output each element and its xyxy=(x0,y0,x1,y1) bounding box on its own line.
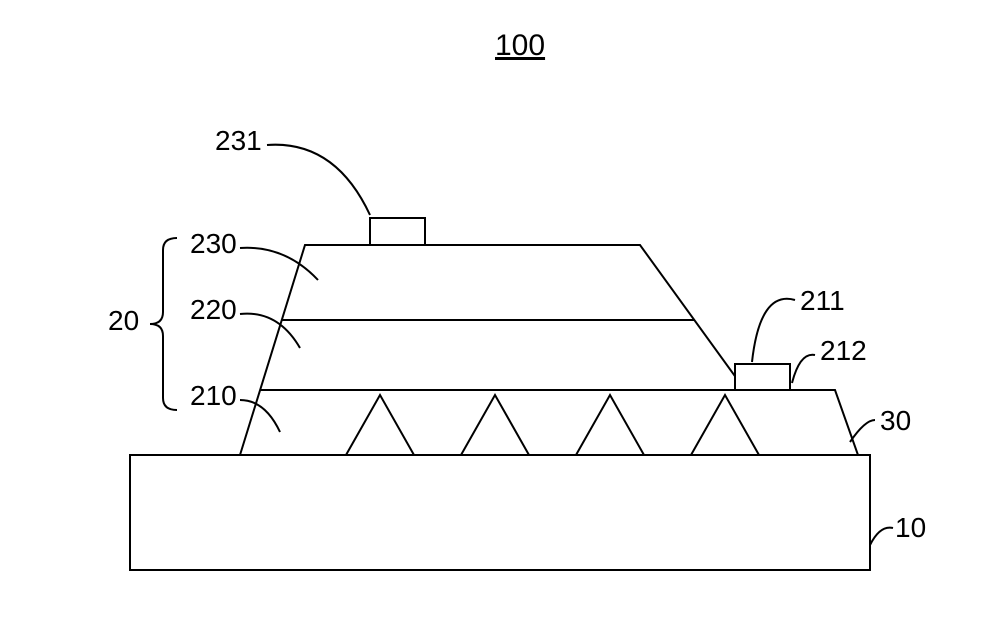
label-100: 100 xyxy=(495,29,545,62)
label-231: 231 xyxy=(215,125,262,156)
leader-c30 xyxy=(850,420,875,442)
label-211: 211 xyxy=(800,285,845,316)
label-230: 230 xyxy=(190,228,237,259)
electrode-231 xyxy=(370,218,425,245)
brace-20 xyxy=(150,238,177,410)
leader-c212 xyxy=(792,355,815,383)
electrode-211 xyxy=(735,364,790,390)
leader-c211 xyxy=(752,299,795,362)
label-210: 210 xyxy=(190,380,237,411)
leader-c10 xyxy=(870,528,893,545)
substrate-10 xyxy=(130,455,870,570)
label-10: 10 xyxy=(895,512,926,543)
leader-c231 xyxy=(267,145,370,215)
label-20: 20 xyxy=(108,305,139,336)
label-212: 212 xyxy=(820,335,867,366)
epitaxy-stack-20 xyxy=(240,245,858,455)
label-30: 30 xyxy=(880,405,911,436)
label-220: 220 xyxy=(190,294,237,325)
